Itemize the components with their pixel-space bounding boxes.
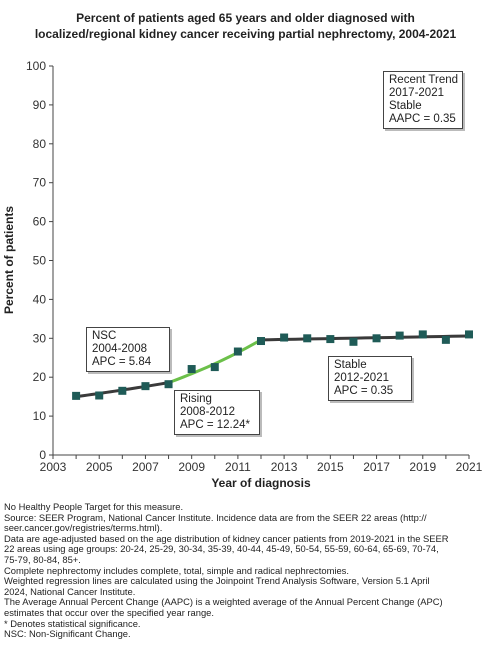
x-tick-label: 2003 xyxy=(40,460,67,474)
data-point xyxy=(210,363,219,372)
nsc-line-2: 2004-2008 xyxy=(92,343,147,355)
nsc-line-1: NSC xyxy=(92,330,117,342)
y-tick-label: 90 xyxy=(33,98,47,112)
data-point xyxy=(141,382,150,391)
recent-trend-line-2: 2017-2021 xyxy=(389,87,444,99)
data-point xyxy=(280,333,289,342)
data-point xyxy=(326,335,335,344)
footnote-line: Weighted regression lines are calculated… xyxy=(4,575,430,587)
rising-line-3: APC = 12.24* xyxy=(180,419,251,431)
footnote-line: No Healthy People Target for this measur… xyxy=(4,501,184,512)
footnotes: No Healthy People Target for this measur… xyxy=(4,501,488,640)
y-tick-label: 60 xyxy=(33,215,47,229)
recent-trend-line-3: Stable xyxy=(389,100,422,112)
x-tick-label: 2011 xyxy=(225,460,251,474)
recent-trend-line-1: Recent Trend xyxy=(389,74,459,86)
segment-annotation-stable: Stable 2012-2021 APC = 0.35 xyxy=(328,356,412,401)
y-tick-label: 50 xyxy=(33,254,47,268)
footnote-line: estimates that occur over the specified … xyxy=(4,606,215,618)
stable-line-1: Stable xyxy=(334,359,367,371)
data-point xyxy=(441,335,450,344)
footnote-line: 2024, National Cancer Institute. xyxy=(4,585,136,597)
data-point xyxy=(395,331,404,340)
footnote-line: 75-79, 80-84, 85+. xyxy=(4,553,81,565)
rising-line-1: Rising xyxy=(180,393,212,405)
recent-trend-line-4: AAPC = 0.35 xyxy=(389,113,456,125)
stable-line-2: 2012-2021 xyxy=(334,372,389,384)
rising-line-2: 2008-2012 xyxy=(180,406,235,418)
data-point xyxy=(118,386,127,395)
data-point xyxy=(233,347,242,356)
data-point xyxy=(257,337,265,346)
x-tick-label: 2009 xyxy=(178,460,205,474)
y-tick-label: 20 xyxy=(33,370,47,384)
data-point xyxy=(95,391,104,400)
footnote-line: Complete nephrectomy includes complete, … xyxy=(4,564,349,576)
x-tick-label: 2017 xyxy=(363,460,390,474)
y-tick-label: 80 xyxy=(33,137,47,151)
x-tick-label: 2007 xyxy=(132,460,159,474)
chart-title-line-2: localized/regional kidney cancer receivi… xyxy=(34,27,457,41)
y-tick-label: 30 xyxy=(33,331,47,345)
y-tick-label: 100 xyxy=(26,59,46,73)
data-point xyxy=(349,337,358,346)
footnote-line: NSC: Non-Significant Change. xyxy=(4,628,131,640)
data-points xyxy=(72,330,473,400)
nsc-line-3: APC = 5.84 xyxy=(92,356,152,368)
x-axis-label: Year of diagnosis xyxy=(211,476,311,490)
footnote-line: 22 areas using age groups: 20-24, 25-29,… xyxy=(4,543,439,555)
footnote-line: The Average Annual Percent Change (AAPC)… xyxy=(4,596,443,608)
data-point xyxy=(72,391,81,400)
x-tick-label: 2013 xyxy=(271,460,298,474)
trend-line-segment-2 xyxy=(167,338,263,385)
y-tick-label: 10 xyxy=(33,409,47,423)
y-tick-label: 70 xyxy=(33,176,47,190)
x-tick-label: 2021 xyxy=(456,460,483,474)
trend-line-segment-3 xyxy=(259,334,471,342)
data-point xyxy=(418,330,427,339)
x-tick-label: 2015 xyxy=(317,460,344,474)
segment-annotation-nsc: NSC 2004-2008 APC = 5.84 xyxy=(86,327,170,372)
data-point xyxy=(372,334,381,343)
chart-title: Percent of patients aged 65 years and ol… xyxy=(0,10,491,42)
chart-title-line-1: Percent of patients aged 65 years and ol… xyxy=(76,11,415,25)
y-tick-label: 0 xyxy=(39,448,46,462)
data-point xyxy=(303,334,312,343)
x-tick-label: 2019 xyxy=(409,460,436,474)
axis-ticks: 0 10 20 30 40 50 60 70 80 90 100 2003 2005 2007 2009 20… xyxy=(26,59,483,474)
stable-line-3: APC = 0.35 xyxy=(334,385,394,397)
footnote-line: * Denotes statistical significance. xyxy=(4,617,141,629)
data-point xyxy=(187,365,196,374)
recent-trend-annotation: Recent Trend 2017-2021 Stable AAPC = 0.3… xyxy=(383,71,463,129)
footnote-line: Data are age-adjusted based on the age d… xyxy=(4,532,449,544)
data-point xyxy=(465,330,473,339)
y-axis-label: Percent of patients xyxy=(2,206,16,314)
footnote-line: Source: SEER Program, National Cancer In… xyxy=(4,511,427,523)
y-tick-label: 40 xyxy=(33,292,47,306)
x-tick-label: 2005 xyxy=(86,460,113,474)
data-point xyxy=(164,380,173,389)
segment-annotation-rising: Rising 2008-2012 APC = 12.24* xyxy=(174,390,260,435)
footnote-line: seer.cancer.gov/registries/terms.html). xyxy=(4,522,163,534)
